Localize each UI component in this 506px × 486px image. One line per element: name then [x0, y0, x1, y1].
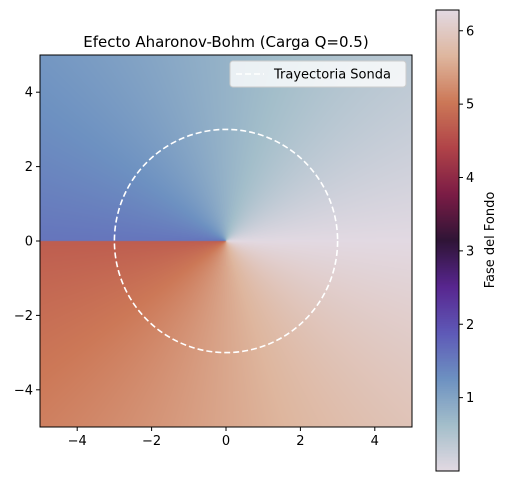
colorbar-frame: [435, 9, 460, 472]
x-tick-label: 0: [222, 434, 230, 449]
y-tick-label: 0: [25, 235, 33, 250]
colorbar-tick-label: 2: [466, 318, 474, 333]
colorbar-label: Fase del Fondo: [483, 192, 498, 289]
colorbar-gradient: [436, 10, 459, 471]
y-tick-label: −4: [14, 383, 33, 398]
x-tick-label: −2: [142, 434, 161, 449]
x-tick-label: 4: [371, 434, 379, 449]
colorbar-tick-label: 3: [466, 244, 474, 259]
colorbar-tick-label: 4: [466, 171, 474, 186]
y-tick-label: −2: [14, 309, 33, 324]
phase-heatmap: [40, 55, 412, 427]
y-axis: −4 −2 0 2 4: [14, 86, 40, 398]
legend-entry-label: Trayectoria Sonda: [273, 68, 391, 83]
y-tick-label: 2: [25, 160, 33, 175]
colorbar-tick-label: 6: [466, 24, 474, 39]
x-tick-label: −4: [68, 434, 87, 449]
legend-box: [229, 60, 407, 88]
x-tick-label: 2: [296, 434, 304, 449]
plot-area: [39, 54, 413, 428]
y-tick-label: 4: [25, 86, 33, 101]
colorbar: 1 2 3 4 5 6 Fase del Fondo: [435, 9, 498, 472]
colorbar-tick-label: 1: [466, 391, 474, 406]
probe-trajectory-circle: [113, 128, 339, 354]
colorbar-tick-label: 5: [466, 98, 474, 113]
x-axis: −4 −2 0 2 4: [68, 427, 379, 449]
chart-title: Efecto Aharonov-Bohm (Carga Q=0.5): [83, 33, 368, 51]
legend: Trayectoria Sonda: [229, 60, 407, 88]
